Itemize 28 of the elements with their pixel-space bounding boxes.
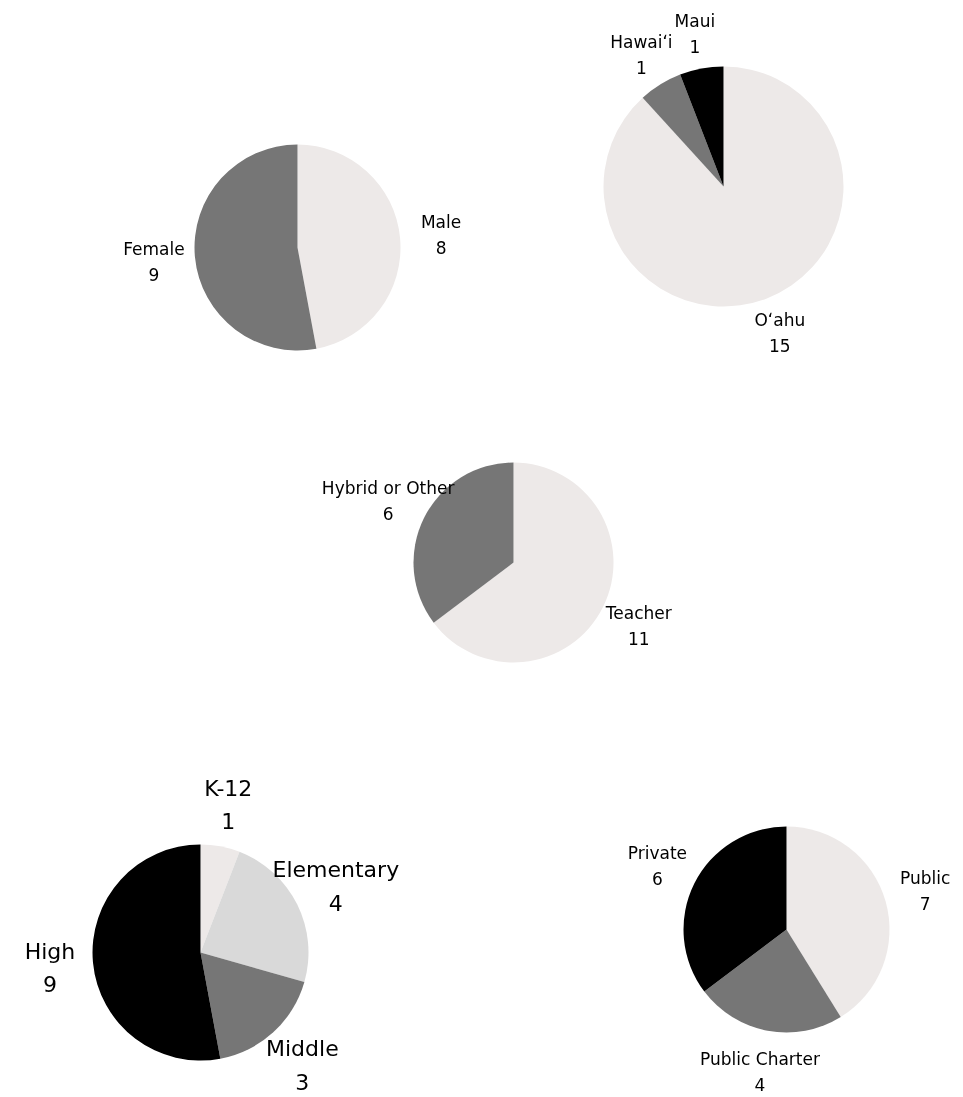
data-label: 1	[221, 809, 236, 835]
data-label: 6	[382, 504, 394, 525]
data-label: 4	[754, 1075, 766, 1096]
slice-label: K-12	[204, 775, 253, 801]
slice-label: Female	[123, 238, 185, 259]
slice-label: Oʻahu	[754, 310, 806, 331]
data-label: 9	[42, 972, 57, 998]
data-label: 1	[635, 57, 647, 78]
data-label: 3	[295, 1069, 310, 1095]
slice-label: Teacher	[604, 603, 672, 623]
data-label: 9	[148, 264, 160, 285]
data-label: 1	[689, 37, 701, 58]
slice-label: Maui	[674, 11, 716, 32]
slice-label: Male	[420, 212, 462, 233]
data-label: 8	[435, 238, 447, 259]
data-label: 11	[628, 629, 650, 649]
slice-label: High	[24, 938, 76, 964]
slice-label: Hawaiʻi	[610, 31, 673, 52]
data-label: 4	[328, 890, 343, 916]
data-label: 7	[919, 894, 931, 915]
slice-label: Public Charter	[700, 1049, 820, 1070]
slice-label: Hybrid or Other	[321, 478, 455, 499]
slice-label: Middle	[266, 1036, 339, 1062]
slice-label: Public	[900, 868, 951, 889]
slice-label: Private	[627, 843, 688, 864]
data-label: 15	[769, 336, 791, 357]
data-label: 6	[652, 869, 663, 890]
slice-label: Elementary	[272, 857, 400, 883]
